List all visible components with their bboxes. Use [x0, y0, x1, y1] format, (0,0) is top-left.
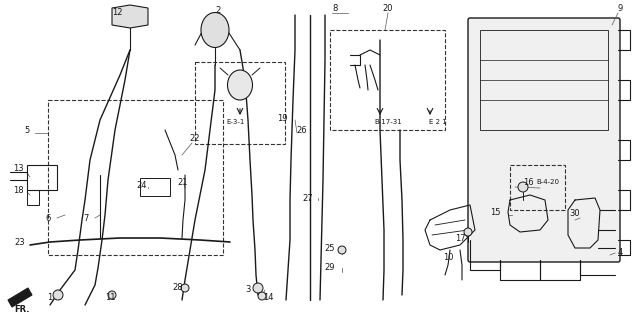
- Text: 29: 29: [325, 263, 335, 273]
- Polygon shape: [112, 5, 148, 28]
- Text: 7: 7: [83, 213, 88, 222]
- Text: 24: 24: [137, 180, 147, 189]
- Text: 6: 6: [46, 213, 51, 222]
- Text: 30: 30: [569, 209, 580, 218]
- Circle shape: [181, 284, 189, 292]
- Bar: [510, 165, 565, 210]
- Ellipse shape: [201, 12, 229, 47]
- Text: 23: 23: [15, 237, 25, 246]
- Text: 19: 19: [277, 114, 288, 123]
- Text: 16: 16: [523, 178, 533, 187]
- Text: FR.: FR.: [15, 306, 30, 315]
- Circle shape: [253, 283, 263, 293]
- Circle shape: [53, 290, 63, 300]
- Text: 1: 1: [47, 293, 52, 302]
- Ellipse shape: [228, 70, 253, 100]
- Text: 20: 20: [383, 4, 393, 12]
- Circle shape: [518, 182, 528, 192]
- Text: 3: 3: [245, 285, 251, 294]
- Bar: [27, 165, 57, 190]
- Text: 11: 11: [105, 293, 115, 302]
- Text: E 2 1: E 2 1: [429, 119, 447, 125]
- Text: 5: 5: [25, 125, 30, 134]
- Circle shape: [108, 291, 116, 299]
- Text: 14: 14: [263, 293, 273, 302]
- Text: 9: 9: [617, 4, 623, 12]
- Bar: [27, 190, 39, 205]
- Text: 10: 10: [443, 253, 453, 262]
- Text: E-3-1: E-3-1: [227, 119, 245, 125]
- Text: 27: 27: [303, 194, 313, 203]
- FancyBboxPatch shape: [468, 18, 620, 262]
- Polygon shape: [8, 288, 32, 307]
- Text: 15: 15: [490, 207, 501, 217]
- Bar: [48, 100, 223, 255]
- Text: 2: 2: [216, 5, 221, 14]
- Circle shape: [258, 292, 266, 300]
- Text: B-17-31: B-17-31: [374, 119, 402, 125]
- Text: 12: 12: [112, 7, 122, 17]
- Bar: [330, 30, 445, 130]
- Text: 21: 21: [178, 178, 188, 187]
- Text: 4: 4: [617, 247, 623, 257]
- Circle shape: [338, 246, 346, 254]
- Text: 26: 26: [296, 125, 307, 134]
- Text: 18: 18: [13, 186, 23, 195]
- Bar: [480, 30, 608, 130]
- Text: 8: 8: [332, 4, 337, 12]
- Text: 13: 13: [13, 164, 23, 172]
- Bar: [140, 178, 170, 196]
- Text: 28: 28: [173, 284, 183, 292]
- Text: 22: 22: [190, 133, 200, 142]
- Bar: [195, 62, 285, 144]
- Text: 25: 25: [325, 244, 335, 252]
- Text: B-4-20: B-4-20: [537, 179, 559, 185]
- Text: 17: 17: [454, 234, 465, 243]
- Circle shape: [464, 228, 472, 236]
